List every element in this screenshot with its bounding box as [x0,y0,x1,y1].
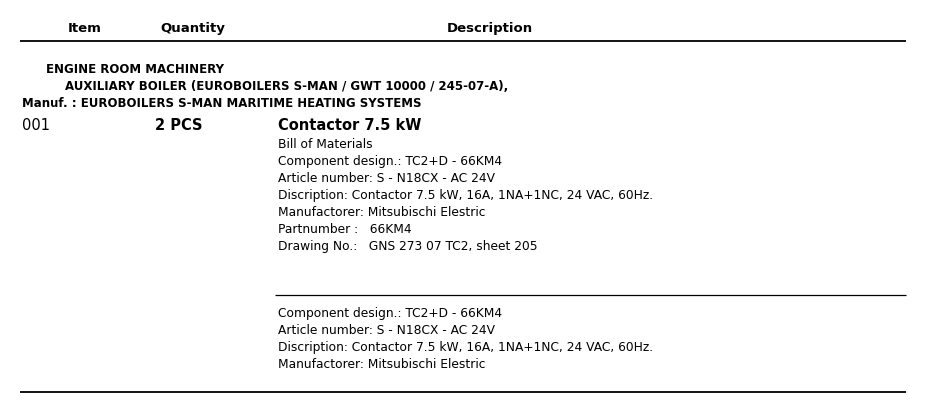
Text: Component design.: TC2+D - 66KM4: Component design.: TC2+D - 66KM4 [278,155,502,168]
Text: Bill of Materials: Bill of Materials [278,138,372,151]
Text: Drawing No.:   GNS 273 07 TC2, sheet 205: Drawing No.: GNS 273 07 TC2, sheet 205 [278,239,538,252]
Text: Partnumber :   66KM4: Partnumber : 66KM4 [278,222,412,235]
Text: Description: Description [447,22,533,35]
Text: Article number: S - N18CX - AC 24V: Article number: S - N18CX - AC 24V [278,323,495,336]
Text: Contactor 7.5 kW: Contactor 7.5 kW [278,118,421,133]
Text: Item: Item [68,22,102,35]
Text: ENGINE ROOM MACHINERY: ENGINE ROOM MACHINERY [46,63,224,76]
Text: Quantity: Quantity [160,22,225,35]
Text: Manufactorer: Mitsubischi Elestric: Manufactorer: Mitsubischi Elestric [278,205,485,218]
Text: Manuf. : EUROBOILERS S-MAN MARITIME HEATING SYSTEMS: Manuf. : EUROBOILERS S-MAN MARITIME HEAT… [22,97,421,110]
Text: AUXILIARY BOILER (EUROBOILERS S-MAN / GWT 10000 / 245-07-A),: AUXILIARY BOILER (EUROBOILERS S-MAN / GW… [65,80,508,93]
Text: Component design.: TC2+D - 66KM4: Component design.: TC2+D - 66KM4 [278,306,502,319]
Text: Discription: Contactor 7.5 kW, 16A, 1NA+1NC, 24 VAC, 60Hz.: Discription: Contactor 7.5 kW, 16A, 1NA+… [278,189,653,202]
Text: Manufactorer: Mitsubischi Elestric: Manufactorer: Mitsubischi Elestric [278,357,485,370]
Text: Discription: Contactor 7.5 kW, 16A, 1NA+1NC, 24 VAC, 60Hz.: Discription: Contactor 7.5 kW, 16A, 1NA+… [278,340,653,353]
Text: 2 PCS: 2 PCS [155,118,203,133]
Text: Article number: S - N18CX - AC 24V: Article number: S - N18CX - AC 24V [278,172,495,185]
Text: 001: 001 [22,118,50,133]
